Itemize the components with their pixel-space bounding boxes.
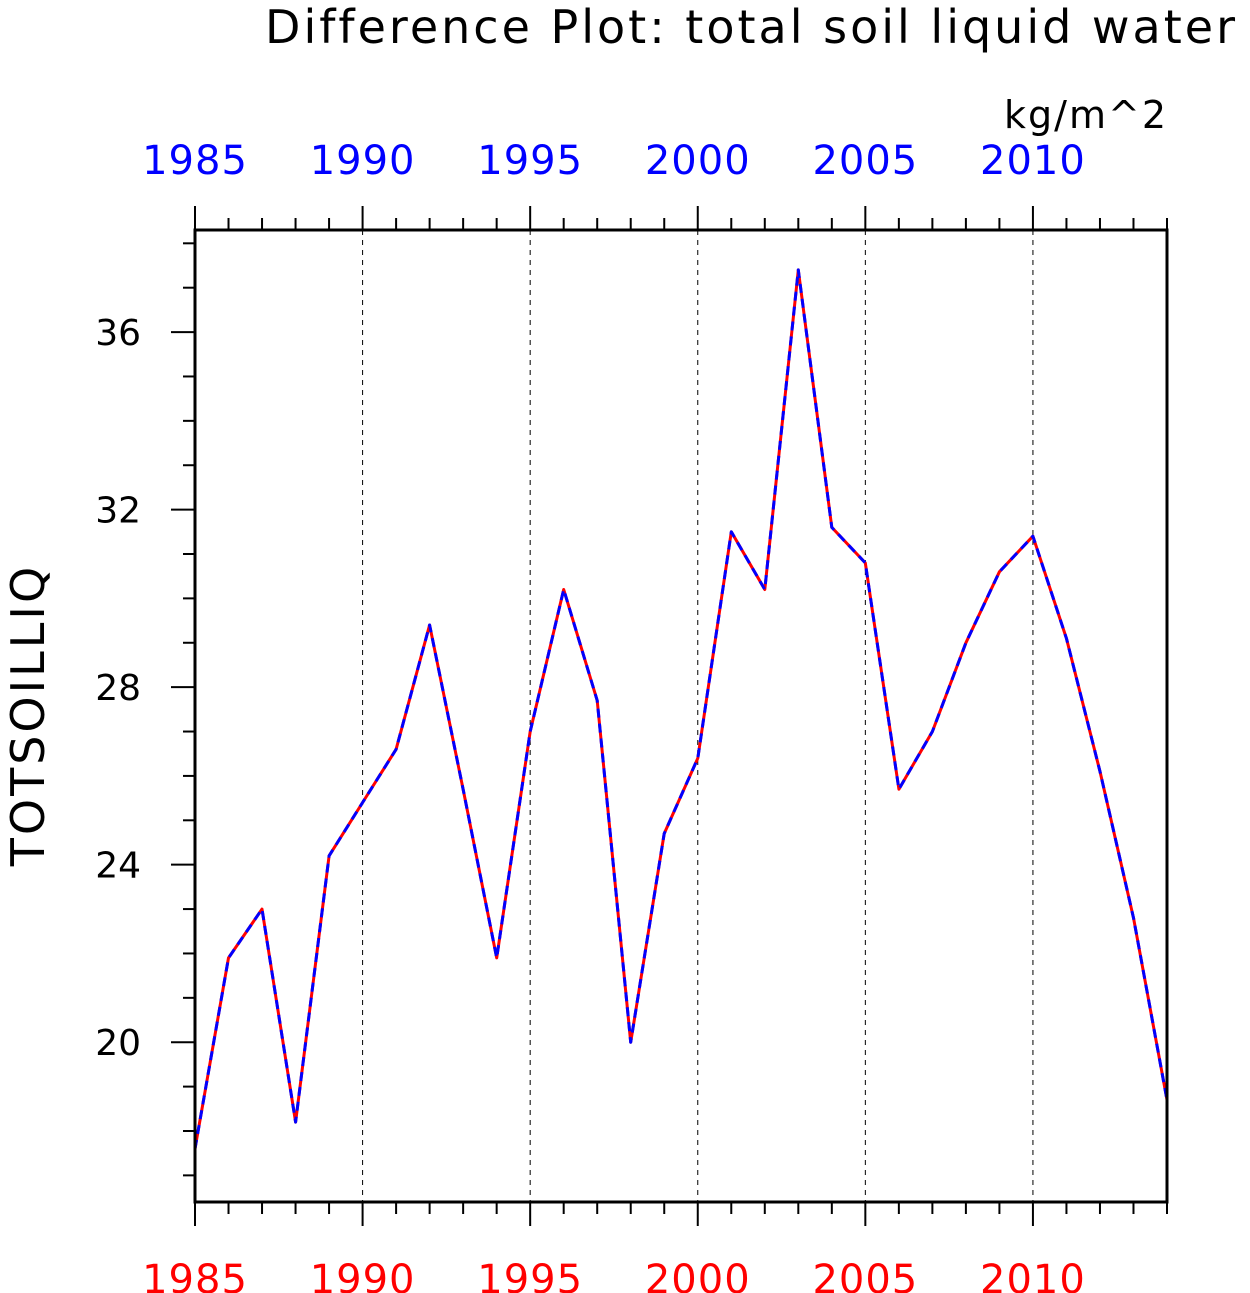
- vertical-grid: [362, 230, 1034, 1202]
- y-axis-label: TOTSOILLIQ: [1, 564, 55, 867]
- plot-frame: [193, 228, 1169, 1204]
- y-tick-label-24: 24: [95, 846, 141, 887]
- x-tick-label-top-2000: 2000: [645, 138, 751, 184]
- x-tick-label-bottom-2010: 2010: [980, 1257, 1086, 1293]
- units-label: kg/m^2: [1004, 93, 1168, 137]
- series-line-1: [193, 268, 1169, 1149]
- x-tick-label-top-1995: 1995: [477, 138, 583, 184]
- data-series: [193, 268, 1169, 1149]
- x-tick-label-top-2010: 2010: [980, 138, 1086, 184]
- x-tick-label-bottom-2000: 2000: [645, 1257, 751, 1293]
- x-tick-label-bottom-1985: 1985: [142, 1257, 248, 1293]
- y-tick-label-20: 20: [95, 1023, 141, 1064]
- x-tick-label-top-1990: 1990: [310, 138, 416, 184]
- y-tick-label-36: 36: [95, 313, 141, 354]
- x-tick-label-top-2005: 2005: [812, 138, 918, 184]
- y-tick-label-32: 32: [95, 491, 141, 532]
- chart-title: Difference Plot: total soil liquid water: [265, 0, 1238, 54]
- y-tick-label-28: 28: [95, 668, 141, 709]
- x-tick-label-bottom-1995: 1995: [477, 1257, 583, 1293]
- series-line-0: [193, 268, 1169, 1149]
- x-tick-label-bottom-1990: 1990: [310, 1257, 416, 1293]
- x-tick-label-bottom-2005: 2005: [812, 1257, 918, 1293]
- axis-ticks: [171, 206, 1168, 1226]
- x-tick-label-top-1985: 1985: [142, 138, 248, 184]
- tick-labels: 20 24 28 32 36 1985 1985 1990 1990 1995 1995 2000 20…: [95, 138, 1086, 1293]
